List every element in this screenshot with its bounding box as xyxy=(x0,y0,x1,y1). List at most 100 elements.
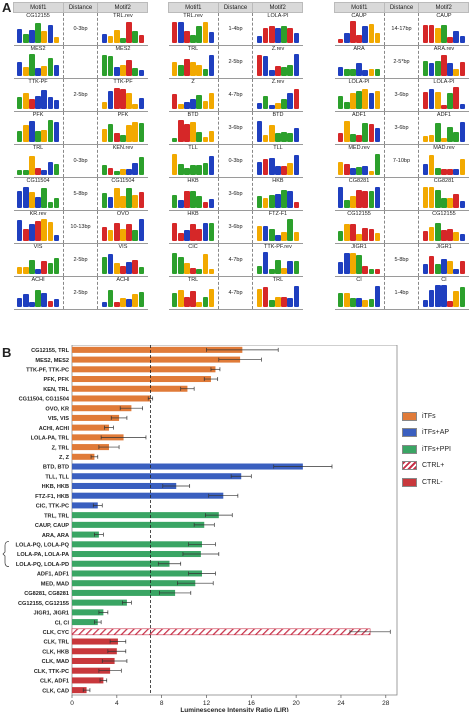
logo-letter-column xyxy=(101,302,108,307)
logo-letter-column xyxy=(132,259,139,274)
logo-letter-column xyxy=(208,55,215,76)
motif1-cell: TRL.rev xyxy=(168,12,219,46)
logo-letter-column xyxy=(269,194,275,208)
legend-label: CTRL+ xyxy=(422,462,445,470)
logo-letter-column xyxy=(368,298,375,307)
logo-letter-column xyxy=(120,266,126,274)
motif1-name: CI xyxy=(356,277,362,283)
sequence-logo xyxy=(422,186,466,208)
motif-row: VIS 2-5bp VIS xyxy=(13,243,148,277)
category-label: CLK, CYC xyxy=(43,630,69,636)
motif-row: PFK PFK xyxy=(13,111,148,145)
motif-row: TLL 0-3bp TLL xyxy=(168,144,303,178)
sequence-logo xyxy=(16,252,60,274)
motif-table-1: Motif1 Distance Motif2 CG12155 0-3bp TRL.rev M… xyxy=(13,2,148,310)
logo-letter-column xyxy=(447,93,453,109)
bar xyxy=(72,424,109,431)
bar xyxy=(72,560,170,567)
logo-letter-column xyxy=(16,28,23,43)
motif-row: TRL 0-3bp KEN.rev xyxy=(13,144,148,178)
logo-letter-column xyxy=(171,222,178,241)
logo-letter-column xyxy=(368,170,375,175)
logo-letter-column xyxy=(293,155,300,175)
logo-letter-column xyxy=(35,220,41,241)
category-label: OVO, KR xyxy=(45,406,69,412)
distance-cell: 7-10bp xyxy=(383,144,420,178)
logo-letter-column xyxy=(107,91,114,109)
panel-a-label: A xyxy=(2,0,12,15)
distance-cell: 3-6bp xyxy=(383,78,420,112)
category-label: CAUP, CAUP xyxy=(35,523,69,529)
logo-letter-column xyxy=(120,169,126,175)
logo-letter-column xyxy=(447,126,453,142)
sequence-logo xyxy=(422,54,466,76)
logo-letter-column xyxy=(459,121,466,142)
logo-letter-column xyxy=(428,227,435,241)
motif1-name: CG11504 xyxy=(26,178,50,184)
logo-letter-column xyxy=(22,266,29,274)
logo-letter-column xyxy=(41,89,47,109)
logo-letter-column xyxy=(293,202,300,208)
motif2-name: HKB xyxy=(272,178,284,184)
category-label: CIC, TTK-PC xyxy=(36,504,69,510)
motif2-cell: CG12155 xyxy=(418,210,469,244)
logo-letter-column xyxy=(343,293,350,307)
logo-letter-column xyxy=(53,37,60,43)
logo-letter-column xyxy=(35,67,41,76)
bar xyxy=(72,580,196,587)
logo-letter-column xyxy=(35,95,41,109)
bar xyxy=(72,473,242,480)
bar xyxy=(72,638,118,645)
logo-letter-column xyxy=(368,24,375,43)
motif-row: TRL 2-5bp Z.rev xyxy=(168,45,303,79)
logo-letter-column xyxy=(41,129,47,142)
bar xyxy=(72,356,241,363)
motif1-cell: MED.rev xyxy=(334,144,385,178)
logo-letter-column xyxy=(269,26,275,43)
logo-letter-column xyxy=(343,224,350,241)
logo-letter-column xyxy=(171,252,178,274)
logo-letter-column xyxy=(47,162,54,175)
legend-item: iTFs+AP xyxy=(402,425,451,442)
sequence-logo xyxy=(422,87,466,109)
logo-letter-column xyxy=(428,62,435,76)
motif1-name: TRL xyxy=(187,277,199,283)
logo-letter-column xyxy=(256,289,263,307)
logo-letter-column xyxy=(177,256,184,274)
logo-letter-column xyxy=(53,235,60,241)
motif1-cell: CI xyxy=(334,276,385,310)
motif1-name: MED.rev xyxy=(348,145,370,151)
logo-letter-column xyxy=(114,170,120,175)
sequence-logo xyxy=(256,21,300,43)
logo-letter-column xyxy=(337,67,344,76)
motif2-name: FTZ-F1 xyxy=(268,211,288,217)
logo-letter-column xyxy=(350,223,356,241)
logo-letter-column xyxy=(202,21,209,43)
logo-letter-column xyxy=(441,197,447,208)
motif1-name: CAUP xyxy=(351,13,367,19)
logo-letter-column xyxy=(453,290,460,307)
category-label: CI, CI xyxy=(55,620,70,626)
sequence-logo xyxy=(256,285,300,307)
logo-letter-column xyxy=(281,267,287,274)
motif1-name: CG8281 xyxy=(348,178,370,184)
logo-letter-column xyxy=(47,262,54,274)
logo-letter-column xyxy=(262,252,269,274)
bar xyxy=(72,648,117,655)
category-label: Z, Z xyxy=(59,455,70,461)
motif1-cell: BTD xyxy=(168,111,219,145)
logo-letter-column xyxy=(337,96,344,109)
motif2-name: TTK-PF xyxy=(113,79,133,85)
logo-letter-column xyxy=(459,62,466,76)
logo-letter-column xyxy=(293,128,300,142)
logo-letter-column xyxy=(441,229,447,241)
logo-letter-column xyxy=(202,69,209,76)
logo-letter-column xyxy=(138,219,145,241)
motif-row: CAUP 14-17bp CAUP xyxy=(334,12,469,46)
category-label: BTD, BTD xyxy=(43,465,69,471)
logo-letter-column xyxy=(138,157,145,175)
logo-letter-column xyxy=(422,61,429,76)
logo-letter-column xyxy=(435,123,441,142)
logo-letter-column xyxy=(256,195,263,208)
logo-letter-column xyxy=(126,298,132,307)
